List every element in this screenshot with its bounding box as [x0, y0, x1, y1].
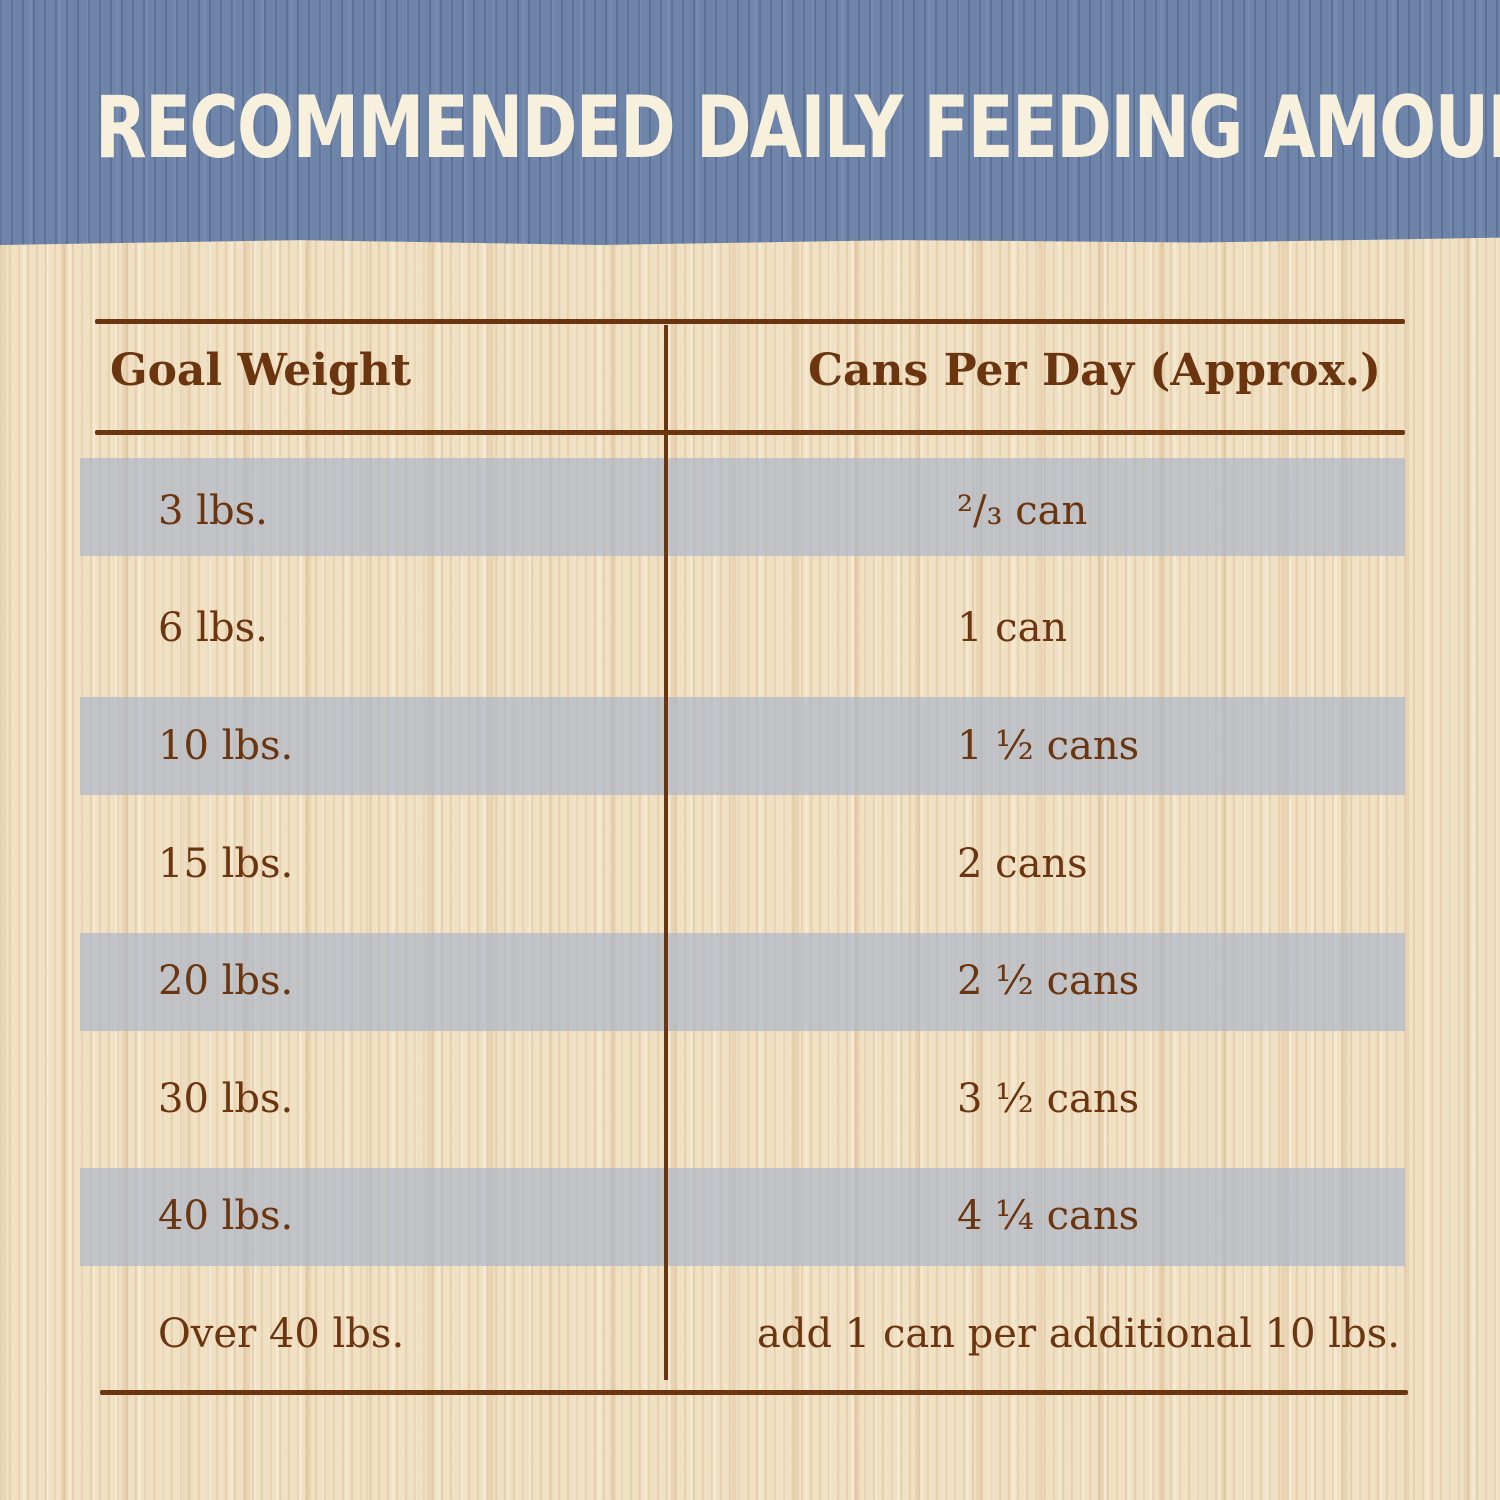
weight-cell: Over 40 lbs.: [158, 1311, 405, 1357]
page-title: RECOMMENDED DAILY FEEDING AMOUNTS:: [95, 78, 1500, 178]
weight-cell: 20 lbs.: [158, 958, 294, 1004]
header-rule: [95, 430, 1405, 435]
column-divider: [664, 325, 668, 1380]
row-stripe: [80, 697, 1405, 795]
table-top-rule: [95, 319, 1405, 324]
cans-cell: 1 ½ cans: [957, 723, 1140, 769]
weight-cell: 30 lbs.: [158, 1076, 294, 1122]
cans-cell: add 1 can per additional 10 lbs.: [757, 1311, 1400, 1357]
cans-cell: 4 ¼ cans: [957, 1193, 1140, 1239]
cans-cell: 2 cans: [957, 841, 1088, 887]
weight-cell: 3 lbs.: [158, 488, 268, 534]
header-goal-weight: Goal Weight: [110, 345, 412, 396]
cans-cell: 1 can: [957, 605, 1068, 651]
row-stripe: [80, 933, 1405, 1031]
weight-cell: 6 lbs.: [158, 605, 268, 651]
cans-cell: 2 ½ cans: [957, 958, 1140, 1004]
weight-cell: 15 lbs.: [158, 841, 294, 887]
weight-cell: 10 lbs.: [158, 723, 294, 769]
row-stripe: [80, 1168, 1405, 1266]
cans-cell: 3 ½ cans: [957, 1076, 1140, 1122]
cans-cell: ²/₃ can: [957, 488, 1088, 534]
row-stripe: [80, 458, 1405, 556]
header-cans-per-day: Cans Per Day (Approx.): [808, 345, 1381, 396]
title-banner: [0, 0, 1500, 245]
weight-cell: 40 lbs.: [158, 1193, 294, 1239]
table-bottom-rule: [100, 1390, 1408, 1395]
